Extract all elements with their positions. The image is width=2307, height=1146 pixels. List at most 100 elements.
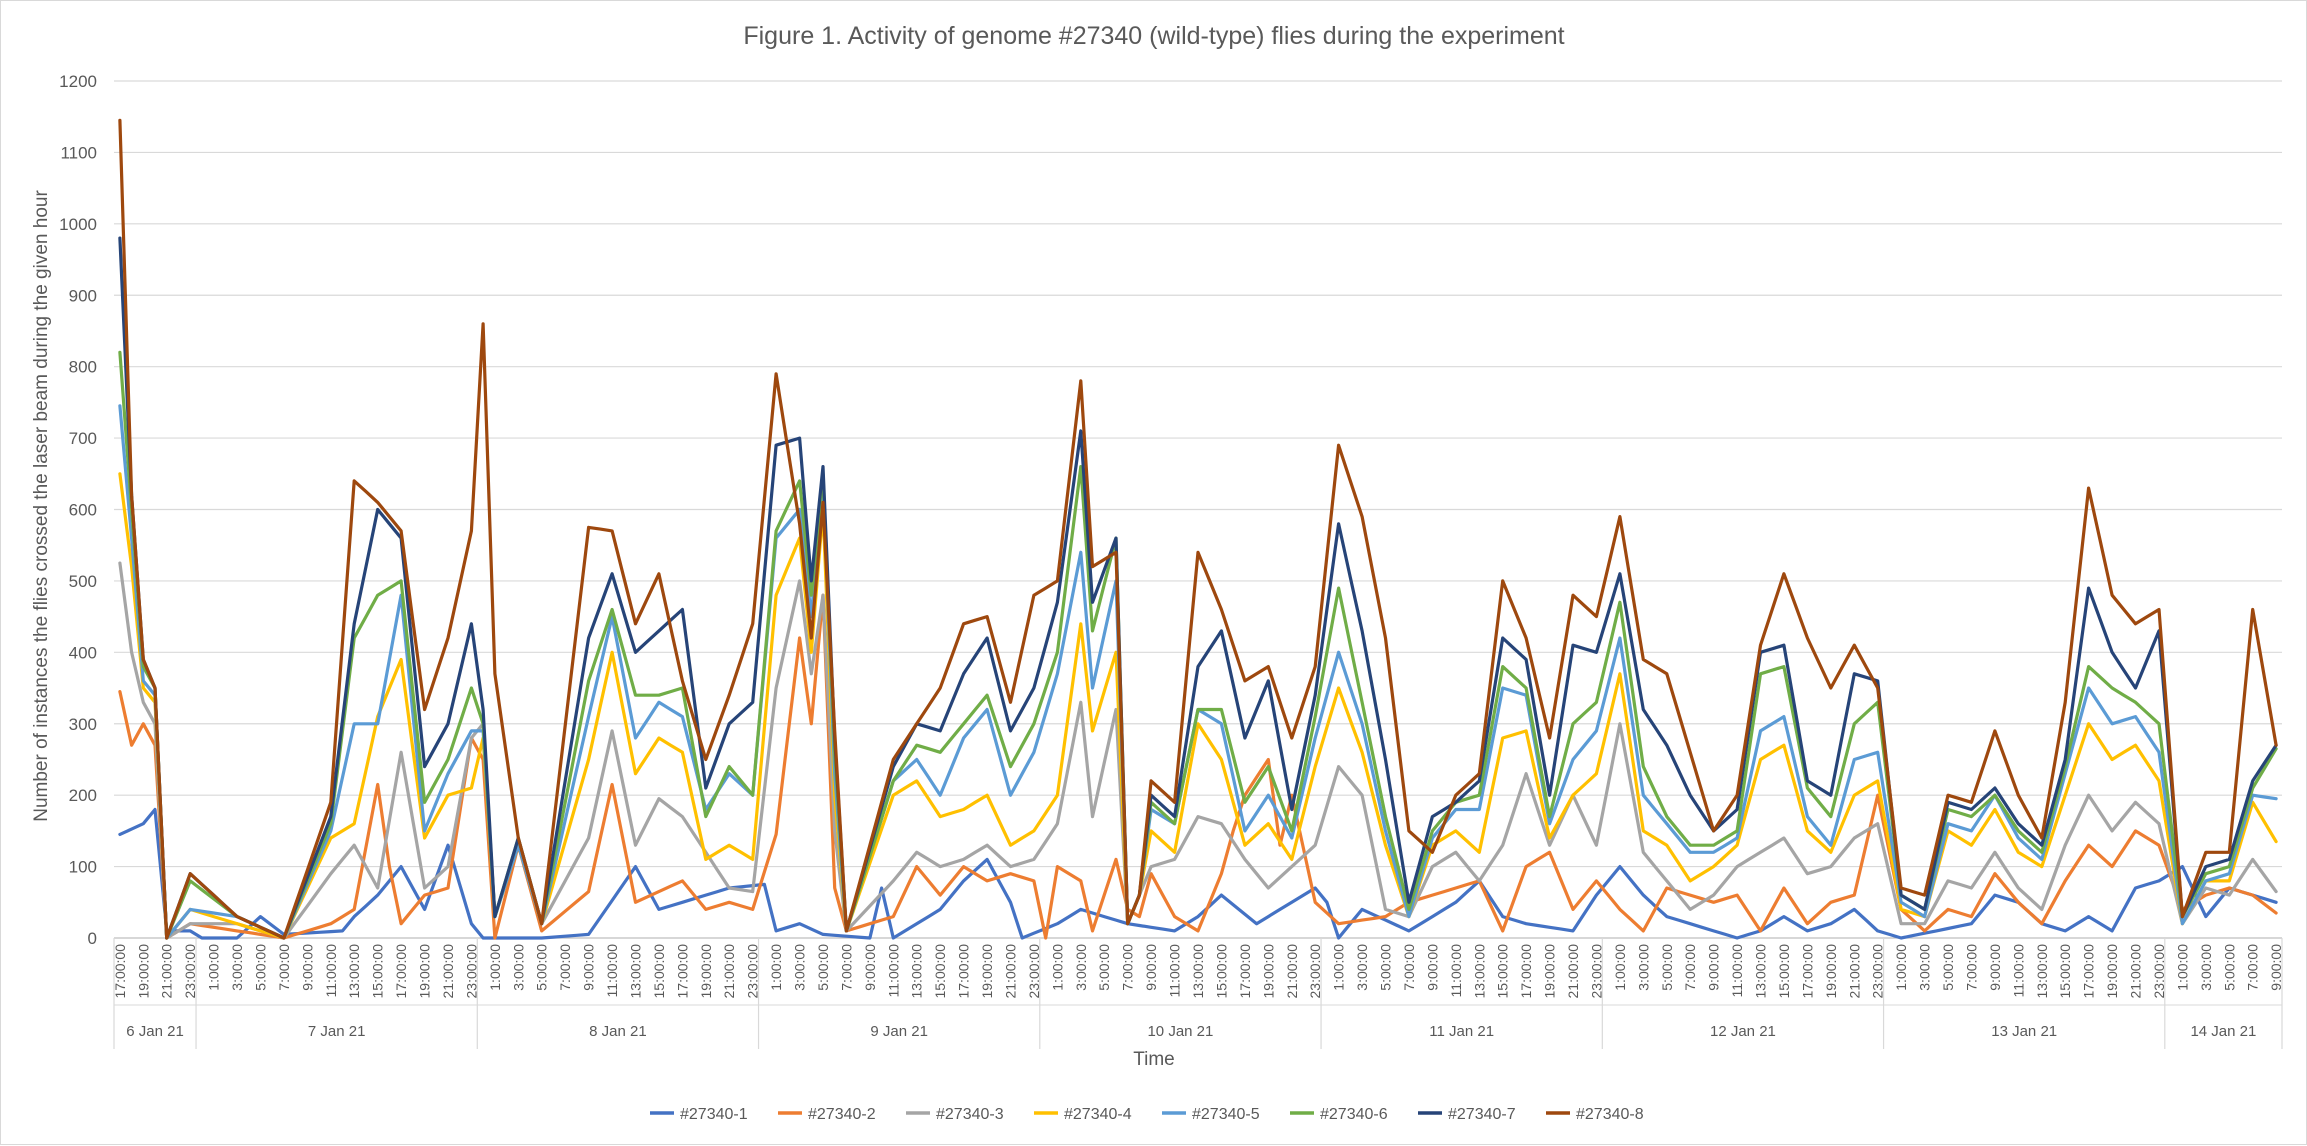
x-tick-label: 13:00:00: [909, 944, 925, 999]
y-tick-label: 100: [69, 858, 97, 877]
x-tick-label: 9:00:00: [1424, 944, 1440, 991]
x-tick-label: 21:00:00: [2128, 944, 2144, 999]
x-tick-label: 17:00:00: [1799, 944, 1815, 999]
x-tick-label: 1:00:00: [1893, 944, 1909, 991]
x-tick-label: 3:00:00: [792, 944, 808, 991]
x-tick-label: 15:00:00: [2057, 944, 2073, 999]
y-tick-label: 0: [88, 929, 97, 948]
series-line-8: [118, 118, 2278, 940]
x-tick-label: 7:00:00: [2245, 944, 2261, 991]
x-tick-label: 21:00:00: [159, 944, 175, 999]
x-tick-label: 7:00:00: [1963, 944, 1979, 991]
x-tick-label: 21:00:00: [1002, 944, 1018, 999]
x-tick-label: 21:00:00: [1284, 944, 1300, 999]
legend-entry: #27340-5: [1192, 1106, 1260, 1123]
series-line-3: [118, 561, 2278, 940]
x-tick-label: 21:00:00: [440, 944, 456, 999]
x-tick-label: 23:00:00: [745, 944, 761, 999]
x-tick-label: 7:00:00: [276, 944, 292, 991]
x-tick-label: 5:00:00: [1378, 944, 1394, 991]
x-tick-label: 23:00:00: [1026, 944, 1042, 999]
x-tick-label: 15:00:00: [1495, 944, 1511, 999]
x-tick-label: 17:00:00: [956, 944, 972, 999]
y-tick-label: 400: [69, 643, 97, 662]
x-tick-label: 7:00:00: [557, 944, 573, 991]
x-tick-label: 9:00:00: [299, 944, 315, 991]
x-tick-label: 1:00:00: [1331, 944, 1347, 991]
x-tick-label: 19:00:00: [2104, 944, 2120, 999]
x-tick-label: 3:00:00: [1917, 944, 1933, 991]
y-tick-label: 700: [69, 429, 97, 448]
y-tick-label: 600: [69, 501, 97, 520]
x-tick-label: 7:00:00: [1401, 944, 1417, 991]
x-tick-label: 5:00:00: [2221, 944, 2237, 991]
x-axis: 17:00:00 19:00:00 21:00:00 23:00:00 1:00:00 3…: [112, 938, 2284, 1049]
y-tick-label: 1200: [59, 72, 97, 91]
legend-entry: #27340-8: [1576, 1106, 1644, 1123]
x-tick-label: 3:00:00: [2198, 944, 2214, 991]
x-tick-label: 9:00:00: [2268, 944, 2284, 991]
x-tick-label: 1:00:00: [487, 944, 503, 991]
y-axis-ticks: 0 100 200 300 400 500 600 700 800 900 1000 1100 1200: [59, 72, 97, 948]
x-tick-label: 13:00:00: [1471, 944, 1487, 999]
x-tick-label: 11:00:00: [1448, 944, 1464, 998]
legend-entry: #27340-7: [1448, 1106, 1516, 1123]
x-tick-label: 17:00:00: [1237, 944, 1253, 999]
day-label: 9 Jan 21: [870, 1023, 928, 1040]
x-tick-label: 7:00:00: [1682, 944, 1698, 991]
x-tick-label: 19:00:00: [698, 944, 714, 999]
y-tick-label: 1000: [59, 215, 97, 234]
y-tick-label: 200: [69, 786, 97, 805]
x-tick-label: 19:00:00: [417, 944, 433, 999]
x-tick-label: 11:00:00: [1167, 944, 1183, 998]
x-tick-label: 9:00:00: [1706, 944, 1722, 991]
x-tick-label: 5:00:00: [1940, 944, 1956, 991]
y-tick-label: 300: [69, 715, 97, 734]
x-tick-label: 13:00:00: [1190, 944, 1206, 999]
x-tick-label: 23:00:00: [2151, 944, 2167, 999]
x-tick-label: 1:00:00: [768, 944, 784, 991]
x-tick-label: 17:00:00: [2081, 944, 2097, 999]
day-label: 6 Jan 21: [126, 1023, 184, 1040]
x-tick-label: 3:00:00: [1635, 944, 1651, 991]
x-tick-label: 1:00:00: [1049, 944, 1065, 991]
x-tick-label: 21:00:00: [1565, 944, 1581, 999]
x-tick-label: 11:00:00: [1729, 944, 1745, 998]
x-tick-label: 15:00:00: [1213, 944, 1229, 999]
grid-lines: [114, 80, 2282, 939]
x-tick-label: 3:00:00: [1354, 944, 1370, 991]
legend-entry: #27340-3: [936, 1106, 1004, 1123]
y-tick-label: 1100: [60, 143, 97, 162]
x-tick-label: 9:00:00: [1143, 944, 1159, 991]
x-tick-label: 17:00:00: [393, 944, 409, 999]
x-tick-label: 9:00:00: [1987, 944, 2003, 991]
x-tick-label: 1:00:00: [206, 944, 222, 991]
x-axis-title: Time: [1133, 1049, 1175, 1070]
x-tick-label: 15:00:00: [1776, 944, 1792, 999]
x-tick-label: 11:00:00: [323, 944, 339, 998]
legend-entry: #27340-6: [1320, 1106, 1388, 1123]
series-lines: [118, 118, 2278, 940]
x-tick-label: 5:00:00: [1096, 944, 1112, 991]
series-line-7: [118, 236, 2278, 940]
x-tick-label: 5:00:00: [1659, 944, 1675, 991]
x-tick-label: 17:00:00: [112, 944, 128, 999]
series-line-1: [118, 807, 2278, 940]
legend-entry: #27340-4: [1064, 1106, 1132, 1123]
chart-title: Figure 1. Activity of genome #27340 (wil…: [743, 22, 1564, 50]
y-tick-label: 800: [69, 358, 97, 377]
x-tick-label: 5:00:00: [534, 944, 550, 991]
x-tick-label: 17:00:00: [674, 944, 690, 999]
day-label: 10 Jan 21: [1147, 1023, 1213, 1040]
x-tick-label: 13:00:00: [627, 944, 643, 999]
series-line-4: [118, 472, 2278, 940]
x-tick-label: 1:00:00: [2174, 944, 2190, 991]
day-label: 13 Jan 21: [1991, 1023, 2057, 1040]
y-axis-title: Number of instances the flies crossed th…: [31, 190, 52, 822]
x-tick-label: 19:00:00: [135, 944, 151, 999]
x-tick-label: 15:00:00: [651, 944, 667, 999]
x-tick-label: 13:00:00: [2034, 944, 2050, 999]
legend: #27340-1 #27340-2 #27340-3 #27340-4 #27340-5…: [650, 1106, 1644, 1123]
